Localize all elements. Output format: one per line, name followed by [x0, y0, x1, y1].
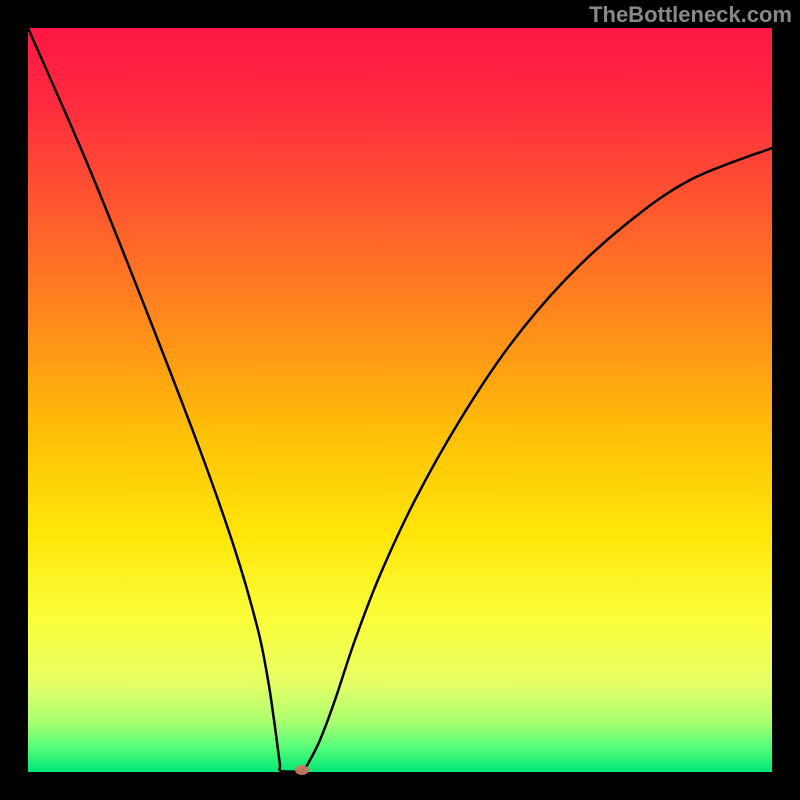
watermark-text: TheBottleneck.com: [589, 2, 792, 28]
gradient-plot-area: [28, 28, 772, 772]
bottleneck-chart: [0, 0, 800, 800]
minimum-marker: [295, 765, 309, 775]
chart-container: TheBottleneck.com: [0, 0, 800, 800]
